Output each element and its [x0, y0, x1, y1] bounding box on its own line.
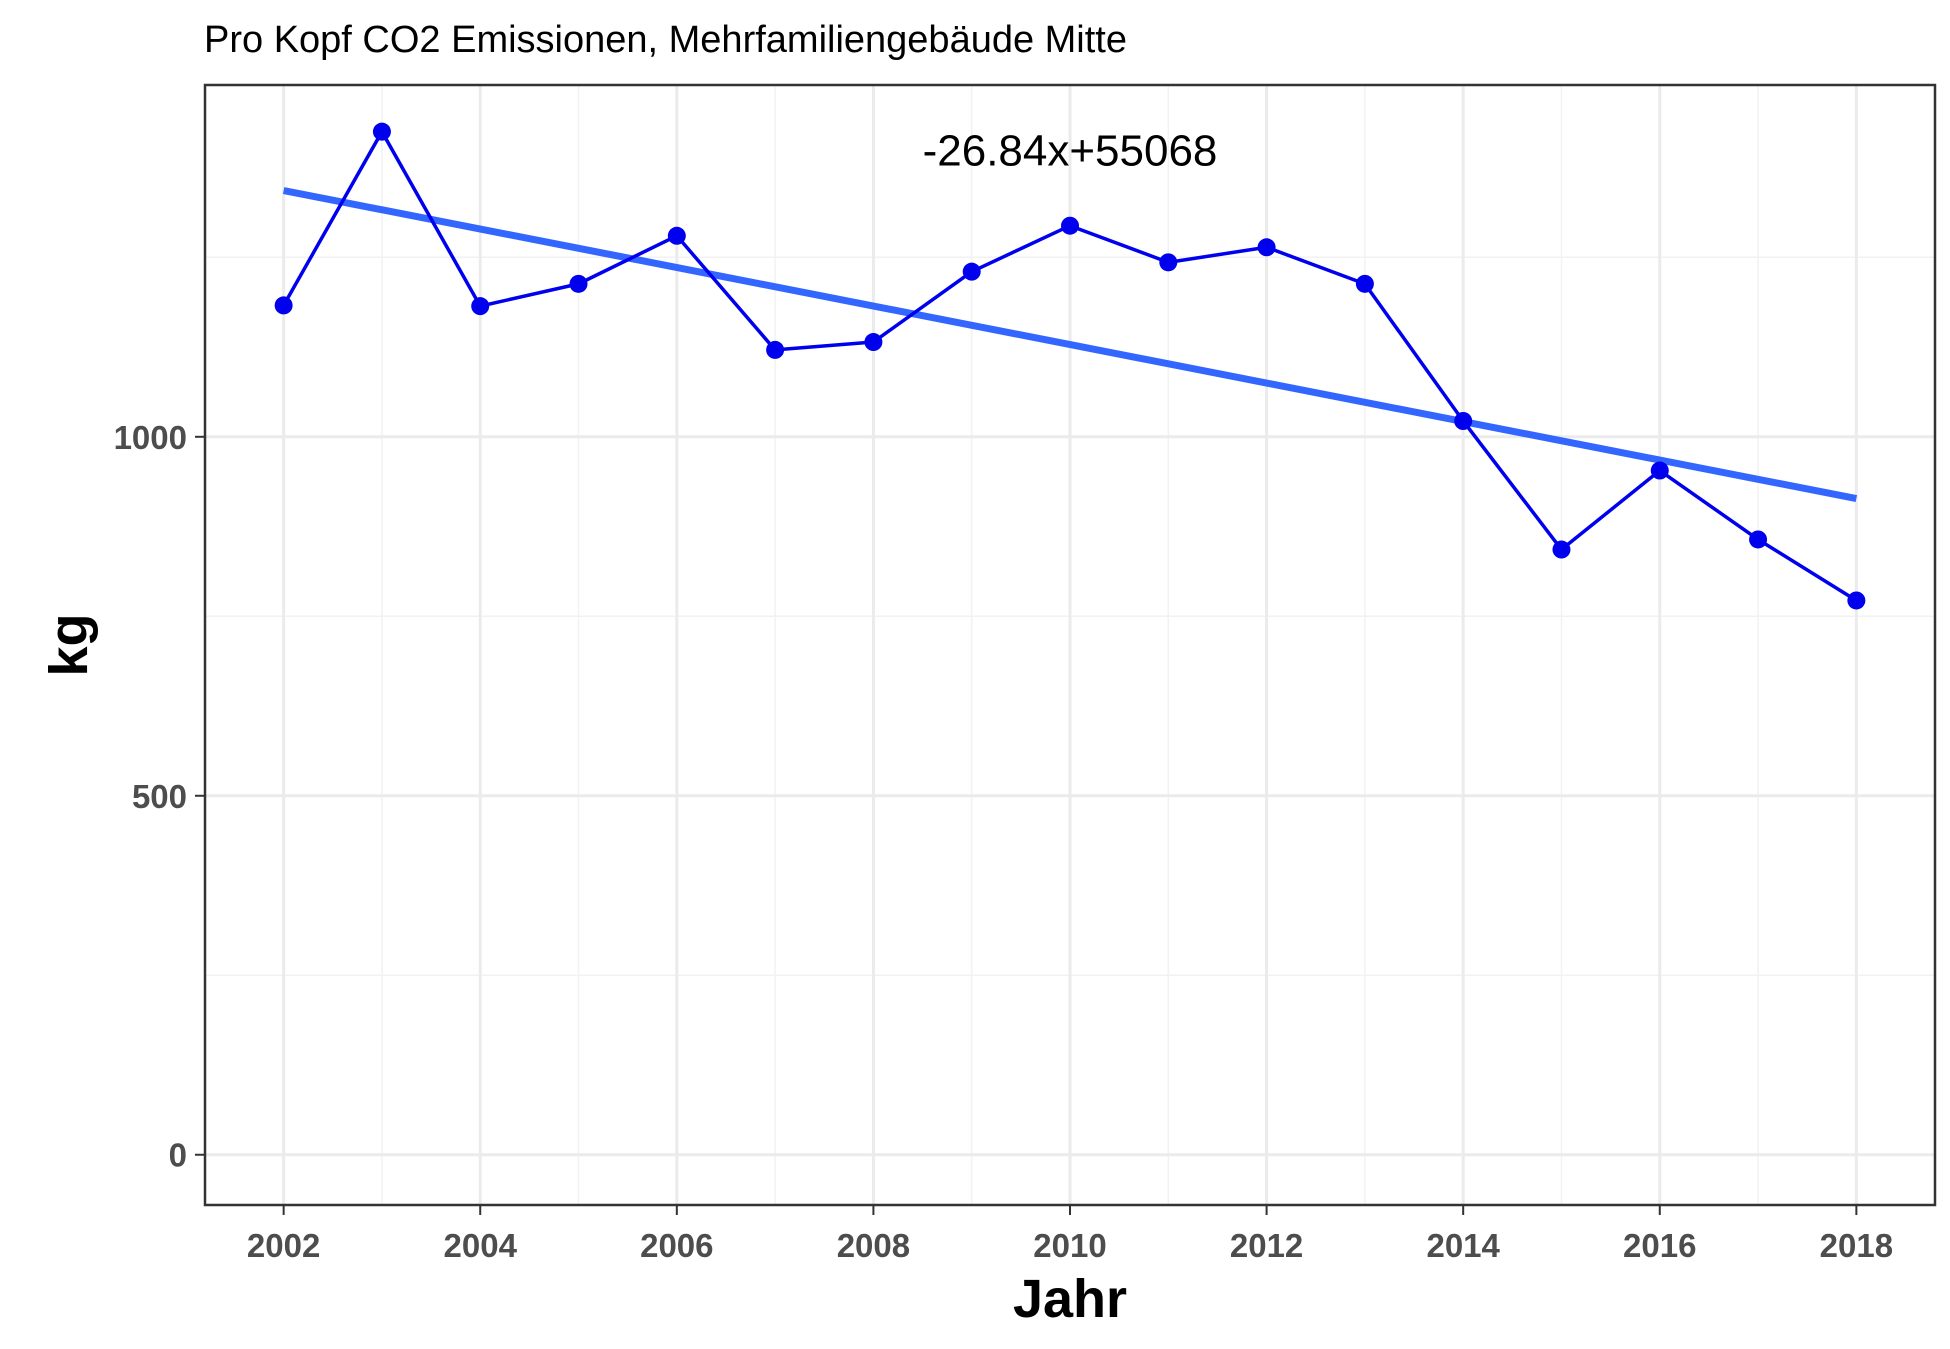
- y-tick-label: 500: [132, 778, 187, 815]
- data-point: [667, 226, 686, 245]
- axis-ticks: [195, 435, 1858, 1215]
- data-point: [962, 262, 981, 281]
- data-point: [1061, 216, 1079, 235]
- data-point: [766, 340, 785, 359]
- data-point: [1355, 274, 1374, 293]
- data-point: [1650, 461, 1669, 480]
- data-point: [1847, 591, 1866, 610]
- trendline: [282, 187, 1858, 502]
- data-point: [864, 333, 883, 352]
- x-tick-label: 2012: [1230, 1227, 1303, 1264]
- data-point: [372, 122, 391, 141]
- chart-title: Pro Kopf CO2 Emissionen, Mehrfamiliengeb…: [204, 19, 1127, 61]
- data-point: [1454, 412, 1473, 430]
- x-tick-label: 2010: [1033, 1227, 1106, 1264]
- data-point: [274, 296, 293, 315]
- x-tick-label: 2008: [837, 1227, 910, 1264]
- data-series: [274, 122, 1866, 610]
- y-tick-label: 1000: [114, 419, 187, 456]
- trendline-line: [282, 187, 1858, 502]
- data-point: [1552, 540, 1571, 559]
- grid: [205, 85, 1935, 1205]
- y-tick-labels: 0 500 1000: [114, 419, 187, 1174]
- data-point: [1159, 253, 1178, 272]
- data-point: [1257, 238, 1276, 257]
- x-tick-label: 2004: [444, 1227, 518, 1264]
- x-axis-title: Jahr: [1013, 1269, 1127, 1329]
- plot-panel: [203, 83, 1937, 1207]
- x-tick-label: 2002: [247, 1227, 320, 1264]
- x-tick-label: 2018: [1820, 1227, 1893, 1264]
- x-tick-label: 2006: [640, 1227, 713, 1264]
- y-tick-label: 0: [169, 1137, 187, 1174]
- y-axis-title: kg: [39, 613, 99, 676]
- data-point: [471, 297, 490, 316]
- x-tick-label: 2016: [1623, 1227, 1696, 1264]
- x-tick-labels: 2002 2004 2006 2008 2010 2012 2014 2016 2018: [247, 1227, 1893, 1264]
- x-tick-label: 2014: [1426, 1227, 1500, 1264]
- data-point: [569, 274, 588, 293]
- regression-annotation: -26.84x+55068: [923, 127, 1218, 176]
- data-point: [1749, 530, 1768, 549]
